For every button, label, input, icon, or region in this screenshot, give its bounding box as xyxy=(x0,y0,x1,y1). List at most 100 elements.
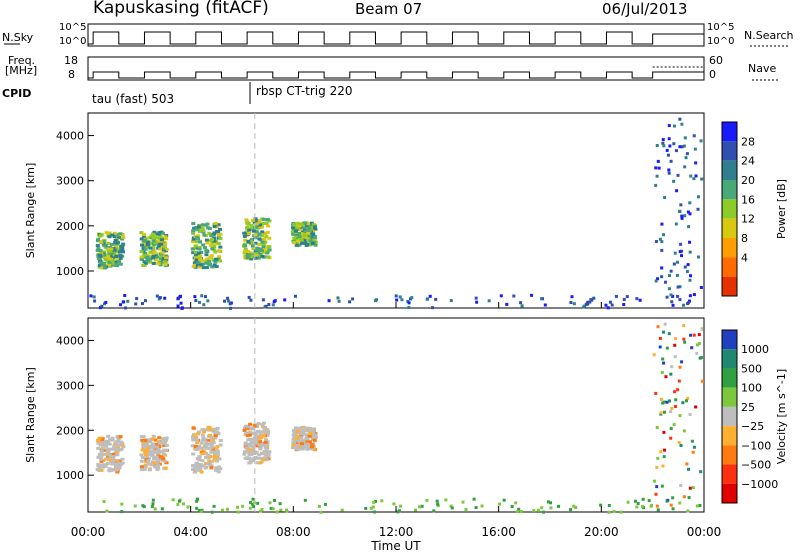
power-cell xyxy=(474,296,478,300)
power-cell xyxy=(118,262,123,266)
velocity-cell xyxy=(293,430,298,434)
power-cell xyxy=(375,298,379,302)
power-cell xyxy=(254,225,259,229)
power-cell xyxy=(155,236,160,240)
velocity-cell xyxy=(146,459,151,463)
velocity-cell xyxy=(225,507,229,511)
velocity-colorbar-segment xyxy=(722,445,737,465)
velocity-cell xyxy=(659,411,663,415)
power-cell xyxy=(680,254,684,258)
velocity-cell xyxy=(253,431,258,435)
power-cell xyxy=(96,247,101,251)
power-cell xyxy=(198,257,203,261)
power-cell xyxy=(679,203,683,207)
velocity-cell xyxy=(139,465,144,469)
power-cell xyxy=(213,250,218,254)
power-cell xyxy=(260,240,265,244)
velocity-cell xyxy=(200,428,205,432)
velocity-cell xyxy=(661,401,665,405)
velocity-cell xyxy=(671,507,675,511)
velocity-cell xyxy=(200,433,205,437)
power-cell xyxy=(100,304,104,308)
power-cell xyxy=(101,255,106,259)
power-cell xyxy=(261,245,266,249)
power-cell xyxy=(676,173,680,177)
power-cell xyxy=(302,234,307,238)
velocity-cell xyxy=(293,435,298,439)
power-cell xyxy=(148,246,153,250)
velocity-cell xyxy=(242,429,247,433)
velocity-cell xyxy=(309,445,314,449)
power-cell xyxy=(700,177,704,181)
velocity-cell xyxy=(156,447,161,451)
power-cell xyxy=(145,253,150,257)
power-cell xyxy=(298,227,303,231)
power-colorbar-tick: 4 xyxy=(741,251,748,264)
power-cell xyxy=(249,242,254,246)
velocity-cell xyxy=(251,459,256,463)
velocity-cell xyxy=(100,439,105,443)
velocity-cell xyxy=(302,445,307,449)
power-cell xyxy=(679,242,683,246)
power-cell xyxy=(156,244,161,248)
power-cell xyxy=(662,233,666,237)
power-cell xyxy=(676,260,680,264)
power-cell xyxy=(670,300,674,304)
power-cell xyxy=(204,295,208,299)
power-cell xyxy=(570,295,574,299)
velocity-cell xyxy=(260,425,265,429)
velocity-cell xyxy=(647,499,651,503)
velocity-cell xyxy=(673,337,677,341)
power-cell xyxy=(539,297,543,301)
velocity-cell xyxy=(296,439,301,443)
velocity-cell xyxy=(663,410,667,414)
power-cell xyxy=(204,248,209,252)
velocity-cell xyxy=(541,510,545,514)
power-cell xyxy=(216,249,221,253)
velocity-cell xyxy=(198,465,203,469)
velocity-cell xyxy=(121,445,126,449)
power-cell xyxy=(250,218,255,222)
power-cell xyxy=(674,149,678,153)
power-cell xyxy=(201,243,206,247)
velocity-cell xyxy=(662,455,666,459)
power-cell xyxy=(299,241,304,245)
power-cell xyxy=(193,263,198,267)
power-cell xyxy=(107,260,112,264)
velocity-ytick-label: 1000 xyxy=(56,469,84,482)
power-cell xyxy=(676,294,680,298)
power-cell xyxy=(590,298,594,302)
velocity-cell xyxy=(248,422,253,426)
power-cell xyxy=(658,237,662,241)
velocity-cell xyxy=(146,447,151,451)
velocity-cell xyxy=(250,449,255,453)
velocity-cell xyxy=(245,434,250,438)
velocity-cell xyxy=(661,357,665,361)
velocity-cell xyxy=(212,504,216,508)
power-cell xyxy=(99,233,104,237)
velocity-cell xyxy=(112,443,117,447)
power-cell xyxy=(687,225,691,229)
power-cell xyxy=(161,249,166,253)
power-cell xyxy=(400,298,404,302)
power-cell xyxy=(604,303,608,307)
power-cell xyxy=(588,300,592,304)
power-cell xyxy=(160,251,165,255)
velocity-cell xyxy=(117,466,122,470)
velocity-cell xyxy=(612,509,616,513)
power-cell xyxy=(200,226,205,230)
velocity-cell xyxy=(688,413,692,417)
power-cell xyxy=(134,302,138,306)
velocity-cell xyxy=(195,441,200,445)
velocity-cell xyxy=(517,507,521,511)
power-cell xyxy=(122,300,126,304)
power-cell xyxy=(487,299,491,303)
velocity-cell xyxy=(665,499,669,503)
power-cell xyxy=(259,234,264,238)
power-cell xyxy=(162,245,167,249)
power-cell xyxy=(683,165,687,169)
power-cell xyxy=(302,226,307,230)
power-cell xyxy=(692,293,696,297)
power-ytick-label: 4000 xyxy=(56,130,84,143)
